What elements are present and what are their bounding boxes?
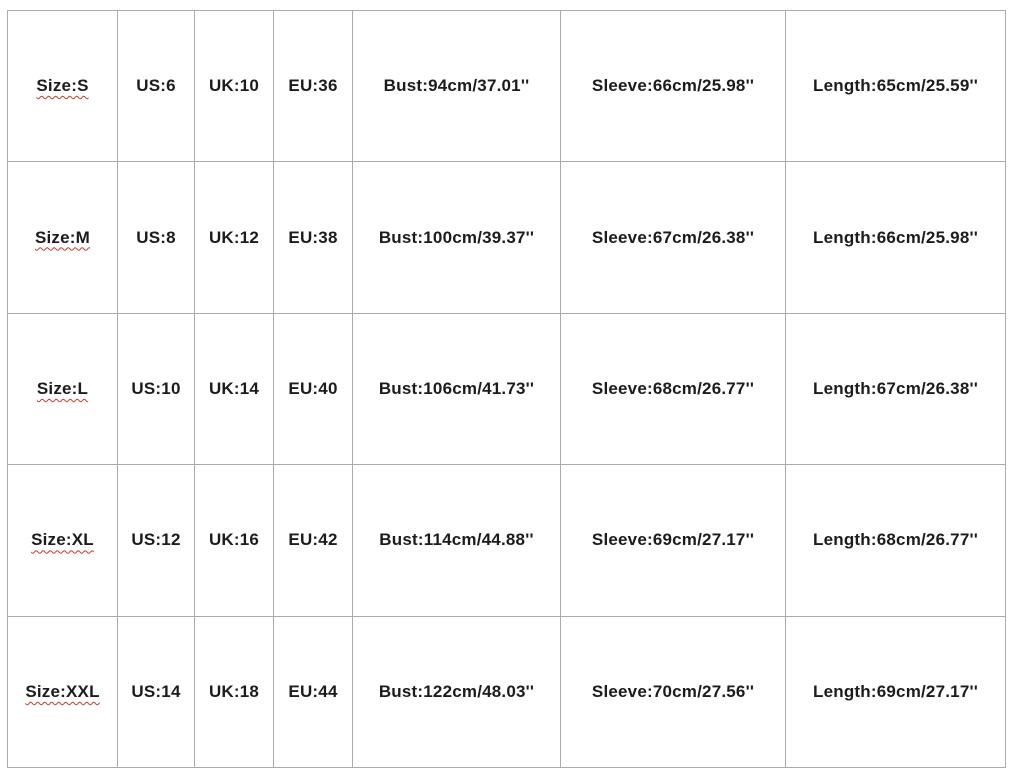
cell-size: Size:L bbox=[7, 312, 118, 466]
cell-size: Size:S bbox=[7, 9, 118, 163]
cell-uk: UK:12 bbox=[194, 161, 274, 314]
cell-sleeve: Sleeve:66cm/25.98'' bbox=[560, 9, 786, 163]
cell-bust: Bust:100cm/39.37'' bbox=[352, 161, 561, 314]
size-label: Size:XXL bbox=[25, 681, 100, 701]
size-label: Size:S bbox=[36, 76, 89, 96]
cell-uk: UK:10 bbox=[194, 9, 274, 163]
cell-length: Length:66cm/25.98'' bbox=[785, 161, 1006, 314]
cell-us: US:10 bbox=[117, 312, 195, 466]
cell-bust: Bust:122cm/48.03'' bbox=[352, 615, 561, 769]
table-row-size-xl: Size:XL US:12 UK:16 EU:42 Bust:114cm/44.… bbox=[7, 464, 1006, 617]
cell-us: US:14 bbox=[117, 615, 195, 769]
table-row-size-s: Size:S US:6 UK:10 EU:36 Bust:94cm/37.01'… bbox=[7, 9, 1006, 163]
cell-length: Length:67cm/26.38'' bbox=[785, 312, 1006, 466]
cell-us: US:12 bbox=[117, 464, 195, 617]
cell-us: US:8 bbox=[117, 161, 195, 314]
table-row-size-l: Size:L US:10 UK:14 EU:40 Bust:106cm/41.7… bbox=[7, 312, 1006, 466]
size-label: Size:M bbox=[34, 227, 91, 247]
cell-size: Size:M bbox=[7, 161, 118, 314]
cell-eu: EU:44 bbox=[273, 615, 353, 769]
table-row-size-xxl: Size:XXL US:14 UK:18 EU:44 Bust:122cm/48… bbox=[7, 615, 1006, 769]
cell-us: US:6 bbox=[117, 9, 195, 163]
cell-length: Length:68cm/26.77'' bbox=[785, 464, 1006, 617]
cell-eu: EU:40 bbox=[273, 312, 353, 466]
size-chart-table: Size:S US:6 UK:10 EU:36 Bust:94cm/37.01'… bbox=[7, 9, 1006, 769]
cell-sleeve: Sleeve:68cm/26.77'' bbox=[560, 312, 786, 466]
cell-uk: UK:14 bbox=[194, 312, 274, 466]
cell-size: Size:XXL bbox=[7, 615, 118, 769]
cell-uk: UK:18 bbox=[194, 615, 274, 769]
cell-uk: UK:16 bbox=[194, 464, 274, 617]
cell-eu: EU:36 bbox=[273, 9, 353, 163]
cell-length: Length:65cm/25.59'' bbox=[785, 9, 1006, 163]
cell-sleeve: Sleeve:67cm/26.38'' bbox=[560, 161, 786, 314]
cell-sleeve: Sleeve:70cm/27.56'' bbox=[560, 615, 786, 769]
cell-bust: Bust:114cm/44.88'' bbox=[352, 464, 561, 617]
cell-size: Size:XL bbox=[7, 464, 118, 617]
cell-eu: EU:38 bbox=[273, 161, 353, 314]
cell-eu: EU:42 bbox=[273, 464, 353, 617]
size-label: Size:XL bbox=[31, 530, 94, 550]
size-label: Size:L bbox=[36, 378, 89, 398]
cell-bust: Bust:106cm/41.73'' bbox=[352, 312, 561, 466]
cell-length: Length:69cm/27.17'' bbox=[785, 615, 1006, 769]
cell-bust: Bust:94cm/37.01'' bbox=[352, 9, 561, 163]
cell-sleeve: Sleeve:69cm/27.17'' bbox=[560, 464, 786, 617]
table-row-size-m: Size:M US:8 UK:12 EU:38 Bust:100cm/39.37… bbox=[7, 161, 1006, 314]
